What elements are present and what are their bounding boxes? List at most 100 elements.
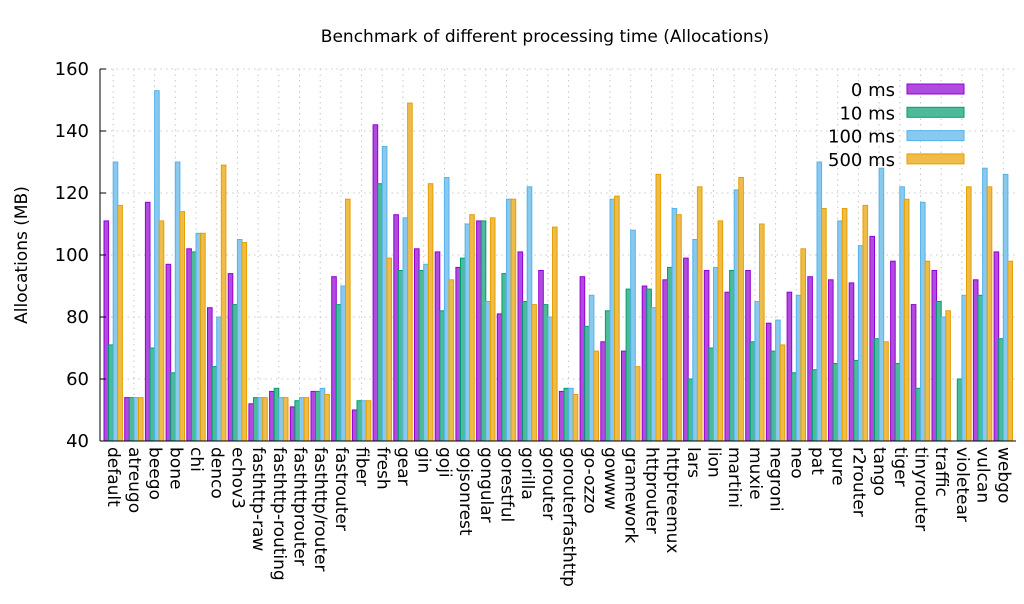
x-tick-label: fastrouter <box>331 447 351 531</box>
y-tick-label: 60 <box>66 369 89 390</box>
bar-100ms-gramework <box>630 229 636 442</box>
y-tick-label: 100 <box>55 245 89 266</box>
bar-100ms-denco <box>216 316 222 442</box>
bar-0ms-tiger <box>890 260 896 442</box>
x-tick-label: pure <box>828 447 848 486</box>
bar-500ms-fiber <box>365 400 372 442</box>
legend-label: 0 ms <box>851 80 895 101</box>
bar-100ms-httptreemux <box>671 208 678 442</box>
bar-100ms-gowww <box>609 198 616 442</box>
bar-0ms-traffic <box>931 270 938 442</box>
bar-10ms-httprouter <box>646 288 652 442</box>
y-tick-label: 80 <box>66 307 89 328</box>
bar-10ms-gear <box>397 270 404 442</box>
bar-500ms-httptreemux <box>676 214 682 442</box>
bar-500ms-gin <box>427 183 434 442</box>
bar-10ms-bone <box>170 372 176 442</box>
x-tick-label: go-ozzo <box>579 447 599 514</box>
bar-10ms-gramework <box>625 288 632 442</box>
bar-0ms-gorestful <box>496 313 503 442</box>
bar-500ms-violetear <box>966 186 972 442</box>
bar-100ms-tinyrouter <box>920 201 926 442</box>
x-tick-label: tinyrouter <box>911 447 931 531</box>
y-tick-label: 160 <box>55 59 89 80</box>
x-tick-label: gowww <box>600 447 620 510</box>
x-tick-label: muxie <box>745 447 765 500</box>
bar-10ms-fasthttprouting <box>273 387 280 442</box>
bar-100ms-gin <box>423 263 429 442</box>
y-tick-labels: 40 60 80 100 120 140 160 <box>55 59 89 452</box>
bar-100ms-gorestful <box>506 198 512 442</box>
bar-500ms-tiger <box>903 198 910 442</box>
bar-500ms-fresh <box>386 257 392 442</box>
bar-0ms-goji <box>434 251 441 442</box>
bar-100ms-muxie <box>754 301 761 442</box>
legend-swatch <box>906 83 965 95</box>
x-tick-label: negroni <box>766 447 786 512</box>
bar-100ms-gorouter <box>547 316 554 442</box>
axes <box>99 68 1016 442</box>
bar-500ms-traffic <box>945 310 951 442</box>
legend-swatch <box>906 153 965 165</box>
bar-500ms-gorouter <box>552 226 558 442</box>
legend-label: 500 ms <box>828 150 895 171</box>
chart-title: Benchmark of different processing time (… <box>321 27 769 47</box>
bar-0ms-gear <box>393 214 399 442</box>
bar-0ms-negroni <box>765 322 772 442</box>
bar-500ms-atreugo <box>138 397 144 442</box>
bar-10ms-gongular <box>480 220 487 442</box>
bar-100ms-lars <box>692 239 698 442</box>
bar-0ms-fasthttprouting <box>269 390 275 442</box>
x-tick-label: neo <box>786 447 806 479</box>
bar-100ms-gear <box>402 217 409 442</box>
x-tick-label: lion <box>704 447 724 478</box>
bar-0ms-martini <box>724 291 731 442</box>
bar-10ms-lion <box>708 347 715 442</box>
x-tick-label: fresh <box>372 447 392 490</box>
bar-10ms-tango <box>874 338 880 442</box>
bar-10ms-httptreemux <box>667 266 673 442</box>
x-tick-label: violetear <box>952 447 972 522</box>
bar-10ms-denco <box>211 366 218 442</box>
x-tick-label: gojsonrest <box>455 447 475 536</box>
bar-100ms-traffic <box>940 316 947 442</box>
bar-10ms-atreugo <box>128 397 135 442</box>
bar-500ms-lars <box>696 186 703 442</box>
bar-0ms-httprouter <box>641 285 648 442</box>
bar-10ms-gin <box>418 270 425 442</box>
bar-500ms-lion <box>717 220 724 442</box>
bar-10ms-webgo <box>998 338 1004 442</box>
x-tick-label: gorouterfasthttp <box>559 447 579 587</box>
bar-500ms-goozzo <box>593 350 600 442</box>
bar-500ms-fasthttprouter <box>324 394 330 442</box>
bar-10ms-gorestful <box>501 273 507 442</box>
bar-100ms-lion <box>713 266 719 442</box>
bar-500ms-beego <box>158 220 165 442</box>
bar-500ms-martini <box>738 177 744 442</box>
bar-10ms-goozzo <box>584 325 590 442</box>
bar-0ms-gorouterfasthttp <box>558 390 565 442</box>
bar-10ms-pure <box>832 363 839 442</box>
legend-label: 100 ms <box>828 127 895 148</box>
bar-500ms-gramework <box>634 366 641 442</box>
x-tick-label: pat <box>807 447 827 475</box>
x-tick-label: gin <box>414 447 434 473</box>
bar-0ms-lars <box>683 257 689 442</box>
bar-0ms-r2router <box>848 282 855 442</box>
bar-500ms-fastrouter <box>345 198 351 442</box>
bar-0ms-fiber <box>351 409 358 442</box>
bar-100ms-martini <box>733 189 740 442</box>
bar-10ms-muxie <box>749 341 756 442</box>
x-tick-label: default <box>103 447 123 507</box>
bar-500ms-denco <box>220 164 227 442</box>
bar-100ms-fasthttprouter <box>319 387 326 442</box>
bar-0ms-gin <box>414 248 420 442</box>
bar-0ms-fasthttpraw <box>248 403 254 442</box>
bar-500ms-default <box>117 204 123 442</box>
bar-0ms-gorouter <box>538 270 544 442</box>
bar-10ms-neo <box>791 372 797 442</box>
x-tick-label: fasthttp-raw <box>248 447 268 551</box>
bar-10ms-vulcan <box>977 294 984 442</box>
bar-10ms-traffic <box>936 301 942 442</box>
bar-100ms-violetear <box>961 294 968 442</box>
